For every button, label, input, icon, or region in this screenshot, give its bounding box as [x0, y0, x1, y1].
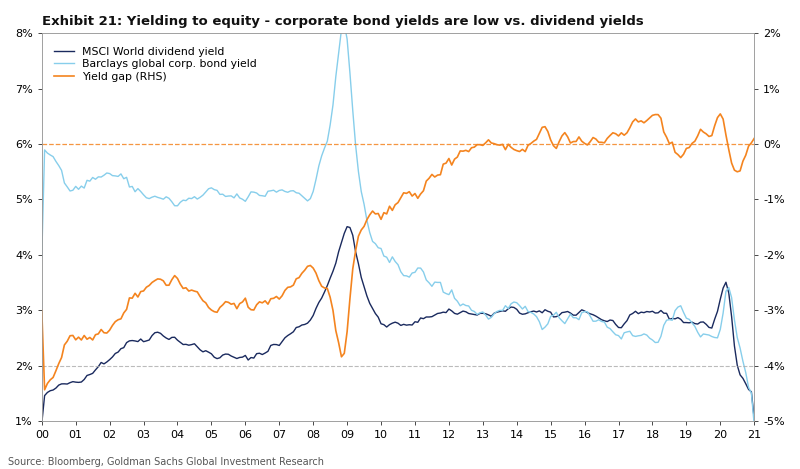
Text: Exhibit 21: Yielding to equity - corporate bond yields are low vs. dividend yiel: Exhibit 21: Yielding to equity - corpora… — [42, 15, 643, 28]
Yield gap (RHS) — [427, 172, 437, 177]
MSCI World dividend yield — [334, 249, 343, 255]
Barclays global corp. bond yield — [334, 50, 343, 56]
Legend: MSCI World dividend yield, Barclays global corp. bond yield, Yield gap (RHS): MSCI World dividend yield, Barclays glob… — [54, 46, 258, 82]
MSCI World dividend yield — [145, 337, 154, 343]
Line: MSCI World dividend yield: MSCI World dividend yield — [42, 227, 754, 424]
Yield gap (RHS) — [337, 354, 346, 360]
Barclays global corp. bond yield — [339, 21, 349, 27]
Barclays global corp. bond yield — [667, 318, 677, 323]
Yield gap (RHS) — [430, 174, 439, 180]
Yield gap (RHS) — [37, 308, 46, 313]
MSCI World dividend yield — [427, 314, 437, 319]
Barclays global corp. bond yield — [37, 254, 46, 260]
MSCI World dividend yield — [342, 224, 352, 229]
Yield gap (RHS) — [147, 280, 157, 285]
Line: Barclays global corp. bond yield: Barclays global corp. bond yield — [42, 24, 754, 425]
MSCI World dividend yield — [37, 421, 46, 426]
Yield gap (RHS) — [750, 136, 759, 141]
MSCI World dividend yield — [314, 300, 324, 305]
Barclays global corp. bond yield — [427, 283, 437, 289]
Barclays global corp. bond yield — [314, 163, 324, 169]
Barclays global corp. bond yield — [145, 196, 154, 201]
Line: Yield gap (RHS): Yield gap (RHS) — [42, 114, 754, 390]
MSCI World dividend yield — [667, 316, 677, 321]
Yield gap (RHS) — [40, 387, 50, 393]
Yield gap (RHS) — [667, 139, 677, 145]
Barclays global corp. bond yield — [750, 422, 759, 428]
Barclays global corp. bond yield — [430, 280, 439, 285]
Text: Source: Bloomberg, Goldman Sachs Global Investment Research: Source: Bloomberg, Goldman Sachs Global … — [8, 457, 324, 467]
Yield gap (RHS) — [715, 111, 725, 117]
Yield gap (RHS) — [317, 283, 326, 289]
MSCI World dividend yield — [750, 416, 759, 422]
MSCI World dividend yield — [430, 312, 439, 318]
